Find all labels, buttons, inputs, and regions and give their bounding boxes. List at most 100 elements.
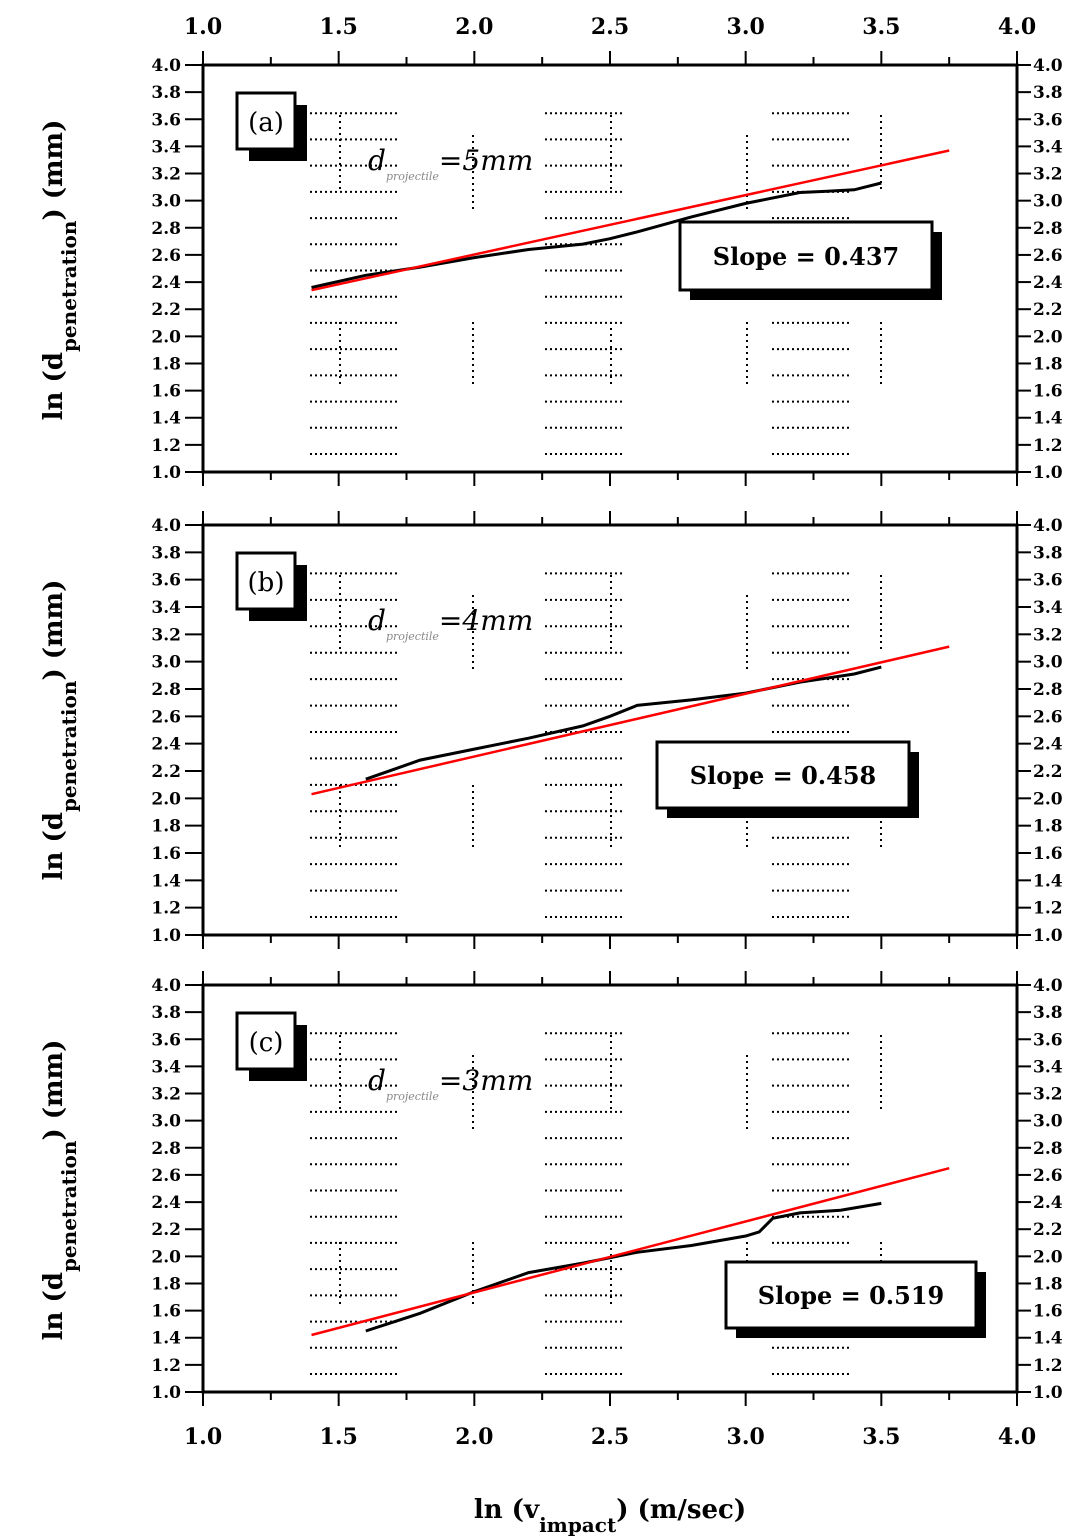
- y-tick-label-right: 3.4: [1033, 598, 1063, 618]
- y-tick-label-right: 1.0: [1033, 926, 1063, 946]
- x-tick-label-top: 2.0: [455, 14, 493, 40]
- y-tick-label-right: 1.0: [1033, 1383, 1063, 1403]
- y-tick-label-right: 1.2: [1033, 899, 1063, 919]
- x-tick-label-top: 2.5: [591, 14, 629, 40]
- y-tick-label-right: 3.2: [1033, 1085, 1063, 1105]
- panel-label-box: [235, 1011, 297, 1071]
- y-tick-label: 1.8: [151, 1274, 181, 1294]
- y-tick-label: 3.0: [151, 653, 181, 673]
- y-tick-label: 3.6: [151, 110, 181, 130]
- x-tick-label: 3.0: [727, 1424, 765, 1450]
- slope-label: Slope = 0.519: [758, 1281, 944, 1310]
- panel-label: (c): [249, 1028, 284, 1058]
- y-axis-title-a: ln (dpenetration) (mm): [39, 120, 81, 421]
- y-tick-label: 2.6: [151, 246, 181, 266]
- x-tick-label-top: 1.0: [184, 14, 222, 40]
- y-tick-label: 2.0: [151, 327, 181, 347]
- y-tick-label-right: 3.8: [1033, 1003, 1063, 1023]
- y-tick-label-right: 2.4: [1033, 273, 1063, 293]
- y-tick-label-right: 1.4: [1033, 871, 1063, 891]
- y-tick-label-right: 2.4: [1033, 1193, 1063, 1213]
- y-tick-label: 3.2: [151, 165, 181, 185]
- y-tick-label-right: 1.4: [1033, 1329, 1063, 1349]
- y-tick-label: 3.2: [151, 1085, 181, 1105]
- y-tick-label: 3.0: [151, 192, 181, 212]
- projectile-annotation: dprojectile=3mm: [368, 1064, 533, 1103]
- x-tick-label: 2.0: [455, 1424, 493, 1450]
- y-tick-label: 3.8: [151, 1003, 181, 1023]
- y-tick-label-right: 2.8: [1033, 680, 1063, 700]
- y-tick-label: 1.0: [151, 463, 181, 483]
- y-tick-label: 2.0: [151, 1247, 181, 1267]
- fit-line: [311, 149, 950, 292]
- y-tick-label-right: 1.6: [1033, 382, 1063, 402]
- x-tick-label-top: 3.5: [862, 14, 900, 40]
- y-tick-label: 3.2: [151, 625, 181, 645]
- y-tick-label-right: 3.8: [1033, 83, 1063, 103]
- y-tick-label: 3.8: [151, 543, 181, 563]
- y-tick-label-right: 1.6: [1033, 844, 1063, 864]
- y-tick-label: 1.4: [151, 409, 181, 429]
- y-tick-label-right: 1.2: [1033, 1356, 1063, 1376]
- y-tick-label-right: 1.2: [1033, 436, 1063, 456]
- slope-label: Slope = 0.437: [713, 242, 899, 271]
- panel-label-box: [235, 551, 297, 611]
- y-tick-label-right: 2.6: [1033, 707, 1063, 727]
- y-tick-label-right: 4.0: [1033, 516, 1063, 536]
- y-tick-label: 4.0: [151, 976, 181, 996]
- slope-box: [655, 740, 911, 810]
- y-tick-label-right: 1.8: [1033, 817, 1063, 837]
- y-tick-label: 2.0: [151, 789, 181, 809]
- projectile-annotation: dprojectile=5mm: [368, 144, 533, 183]
- y-axis-title-c: ln (dpenetration) (mm): [39, 1040, 81, 1341]
- y-tick-label: 1.4: [151, 871, 181, 891]
- y-tick-label: 3.8: [151, 83, 181, 103]
- y-tick-label: 1.8: [151, 817, 181, 837]
- data-series-line: [365, 665, 882, 781]
- y-tick-label: 1.2: [151, 436, 181, 456]
- slope-label: Slope = 0.458: [690, 761, 876, 790]
- y-tick-label-right: 2.8: [1033, 1139, 1063, 1159]
- y-tick-label: 3.4: [151, 137, 181, 157]
- fit-line: [311, 645, 950, 796]
- fit-line: [311, 1166, 950, 1337]
- y-tick-label-right: 3.0: [1033, 192, 1063, 212]
- y-tick-label-right: 2.2: [1033, 762, 1063, 782]
- y-tick-label-right: 2.6: [1033, 1166, 1063, 1186]
- x-axis-title: ln (vimpact) (m/sec): [474, 1495, 746, 1537]
- y-tick-label: 2.6: [151, 1166, 181, 1186]
- y-tick-label-right: 2.0: [1033, 1247, 1063, 1267]
- plot-frame: [201, 523, 1019, 937]
- y-tick-label: 3.4: [151, 1057, 181, 1077]
- panel-b: 1.0 1.0 1.2 1.2 1.4 1.4 1.6 1.6 1.8 1.8 2.0 2.0 2.2 2…: [151, 511, 1063, 949]
- x-tick-label-top: 3.0: [727, 14, 765, 40]
- y-tick-label-right: 2.2: [1033, 300, 1063, 320]
- y-tick-label-right: 1.8: [1033, 354, 1063, 374]
- panels: 1.0 1.0 1.2 1.2 1.4 1.4 1.6 1.6 1.8 1.8 2.0 2.0 2.2 2…: [151, 14, 1062, 1450]
- y-tick-label-right: 1.8: [1033, 1274, 1063, 1294]
- y-tick-label: 4.0: [151, 56, 181, 76]
- x-tick-label-top: 4.0: [998, 14, 1036, 40]
- y-tick-label: 2.4: [151, 1193, 181, 1213]
- y-tick-label-right: 2.0: [1033, 327, 1063, 347]
- y-tick-label-right: 3.6: [1033, 571, 1063, 591]
- x-tick-label: 1.5: [320, 1424, 358, 1450]
- y-tick-label: 2.8: [151, 680, 181, 700]
- panel-label: (a): [248, 108, 284, 138]
- y-axis-title-b: ln (dpenetration) (mm): [39, 580, 81, 881]
- y-tick-label: 3.4: [151, 598, 181, 618]
- y-tick-label: 1.2: [151, 1356, 181, 1376]
- y-tick-label: 2.4: [151, 735, 181, 755]
- y-tick-label-right: 3.2: [1033, 165, 1063, 185]
- y-tick-label: 1.6: [151, 382, 181, 402]
- y-tick-label: 1.0: [151, 1383, 181, 1403]
- y-tick-label-right: 3.2: [1033, 625, 1063, 645]
- y-tick-label-right: 4.0: [1033, 56, 1063, 76]
- y-tick-label-right: 2.6: [1033, 246, 1063, 266]
- y-tick-label-right: 2.0: [1033, 789, 1063, 809]
- y-tick-label: 3.6: [151, 1030, 181, 1050]
- panel-a: 1.0 1.0 1.2 1.2 1.4 1.4 1.6 1.6 1.8 1.8 2.0 2.0 2.2 2…: [151, 14, 1063, 486]
- x-tick-label-top: 1.5: [320, 14, 358, 40]
- panel-label: (b): [248, 568, 285, 598]
